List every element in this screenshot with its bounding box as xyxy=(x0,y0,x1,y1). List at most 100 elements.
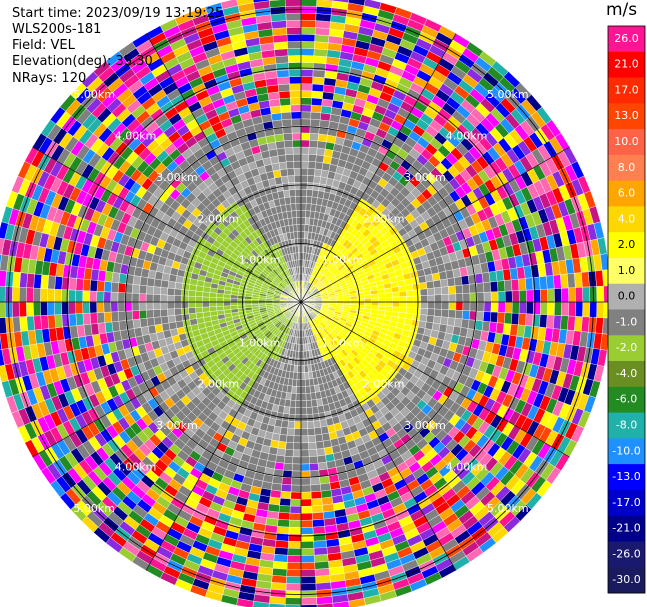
velocity-gate xyxy=(272,568,288,577)
velocity-gate xyxy=(290,491,302,500)
velocity-gate xyxy=(146,309,154,319)
velocity-gate xyxy=(311,498,323,507)
velocity-gate xyxy=(0,286,6,303)
velocity-gate xyxy=(293,428,302,437)
velocity-gate xyxy=(317,454,327,464)
velocity-gate xyxy=(47,314,56,329)
velocity-gate xyxy=(12,316,21,333)
velocity-gate xyxy=(304,364,309,373)
velocity-gate xyxy=(202,296,210,303)
velocity-gate xyxy=(312,526,326,535)
velocity-gate xyxy=(300,153,309,162)
velocity-gate xyxy=(314,561,330,570)
velocity-gate xyxy=(427,301,436,310)
velocity-gate xyxy=(195,307,204,314)
velocity-gate xyxy=(159,294,168,303)
velocity-gate xyxy=(297,358,302,366)
velocity-gate xyxy=(448,309,456,319)
velocity-gate xyxy=(278,505,291,514)
velocity-gate xyxy=(315,575,331,584)
velocity-gate xyxy=(311,406,319,415)
velocity-gate xyxy=(306,196,313,205)
velocity-gate xyxy=(82,279,91,292)
velocity-gate xyxy=(314,34,330,43)
velocity-gate xyxy=(311,97,323,106)
velocity-gate xyxy=(300,400,307,408)
velocity-gate xyxy=(237,301,245,306)
velocity-gate xyxy=(296,379,302,387)
velocity-gate xyxy=(311,83,324,92)
velocity-gate xyxy=(483,311,492,323)
velocity-gate xyxy=(348,0,366,6)
velocity-gate xyxy=(377,293,386,299)
velocity-gate xyxy=(300,139,310,148)
velocity-gate xyxy=(280,420,289,429)
velocity-gate xyxy=(378,297,386,303)
velocity-gate xyxy=(392,296,400,303)
velocity-gate xyxy=(131,310,140,320)
velocity-gate xyxy=(399,296,407,303)
velocity-gate xyxy=(357,301,365,306)
velocity-gate xyxy=(175,320,185,329)
velocity-gate xyxy=(315,13,332,22)
velocity-gate xyxy=(511,290,520,303)
velocity-gate xyxy=(560,315,569,331)
velocity-gate xyxy=(581,316,590,333)
velocity-gate xyxy=(300,203,307,211)
velocity-gate xyxy=(420,301,428,309)
velocity-gate xyxy=(316,147,326,156)
velocity-gate xyxy=(294,414,302,422)
velocity-gate xyxy=(131,292,140,303)
velocity-gate xyxy=(89,279,98,292)
velocity-gate xyxy=(568,301,576,317)
velocity-gate xyxy=(476,282,485,293)
velocity-gate xyxy=(453,276,463,286)
velocity-gate xyxy=(306,189,313,198)
velocity-gate xyxy=(546,314,555,329)
velocity-gate xyxy=(547,301,555,316)
velocity-gate xyxy=(305,203,312,212)
velocity-gate xyxy=(26,287,34,303)
velocity-gate xyxy=(307,420,315,429)
velocity-gate xyxy=(322,0,333,1)
velocity-gate xyxy=(308,456,319,464)
velocity-gate xyxy=(307,175,315,184)
velocity-gates xyxy=(0,0,612,607)
velocity-gate xyxy=(284,597,302,606)
velocity-gate xyxy=(518,301,527,314)
velocity-gate xyxy=(283,456,294,464)
velocity-gate xyxy=(118,320,128,331)
velocity-gate xyxy=(0,270,7,287)
velocity-gate xyxy=(554,288,562,303)
velocity-gate xyxy=(40,301,48,316)
velocity-gate xyxy=(447,317,456,327)
velocity-gate xyxy=(476,292,485,303)
velocity-gate xyxy=(300,491,312,500)
velocity-gate xyxy=(447,277,456,287)
velocity-gate xyxy=(316,0,333,8)
velocity-gate xyxy=(434,301,443,310)
velocity-gate xyxy=(300,351,305,359)
velocity-gate xyxy=(275,540,289,549)
velocity-gate xyxy=(300,175,308,183)
velocity-gate xyxy=(474,320,484,331)
velocity-gate xyxy=(216,301,224,307)
velocity-gate xyxy=(300,69,314,77)
velocity-gate xyxy=(476,311,485,322)
velocity-gate xyxy=(289,399,296,408)
velocity-gate xyxy=(297,365,302,373)
velocity-gate xyxy=(11,301,20,318)
velocity-gate xyxy=(230,305,239,310)
velocity-gate xyxy=(364,298,372,303)
velocity-gate xyxy=(308,378,315,387)
velocity-gate xyxy=(313,48,328,57)
velocity-gate xyxy=(292,456,302,465)
velocity-gate xyxy=(40,274,49,289)
velocity-gate xyxy=(363,294,372,299)
velocity-gate xyxy=(216,309,225,316)
velocity-gate xyxy=(278,434,288,443)
velocity-gate xyxy=(33,301,41,317)
velocity-gate xyxy=(280,491,292,500)
velocity-gate xyxy=(371,301,379,307)
velocity-gate xyxy=(567,273,576,289)
